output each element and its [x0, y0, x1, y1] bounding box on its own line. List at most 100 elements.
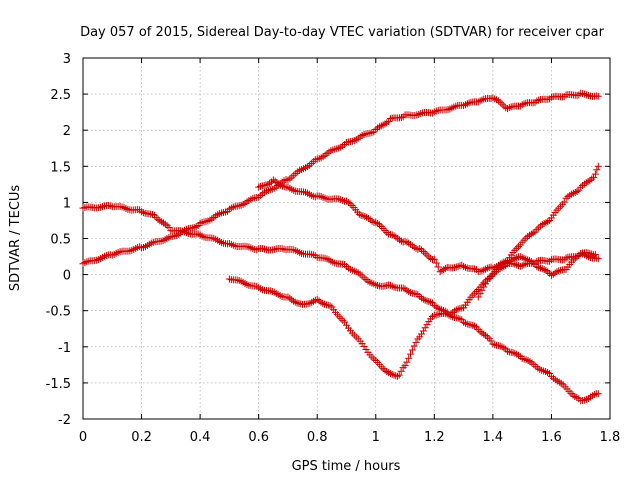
data-point	[418, 246, 426, 254]
data-point	[291, 298, 299, 306]
data-point	[573, 253, 581, 261]
data-point	[527, 230, 535, 238]
data-point	[516, 102, 524, 110]
data-point	[582, 179, 590, 187]
data-point	[319, 299, 327, 307]
data-point	[505, 104, 513, 112]
data-point	[478, 286, 486, 294]
data-point	[139, 209, 147, 217]
data-point	[594, 162, 602, 170]
data-point	[498, 100, 506, 108]
data-point	[568, 190, 576, 198]
data-point	[449, 308, 457, 316]
data-point	[440, 266, 448, 274]
data-point	[454, 305, 462, 313]
data-point	[343, 197, 350, 205]
data-point	[388, 370, 396, 378]
x-tick-label: 1.2	[424, 430, 445, 445]
data-point	[419, 327, 427, 335]
axis-ticks: 0 0.2 0.4 0.6 0.8 1 1.2 1.4 1.6 1.8 -2 -1.5 -1 -0.5 0 0…	[46, 52, 621, 445]
data-point	[321, 300, 329, 308]
data-point	[520, 100, 528, 108]
data-point	[311, 296, 319, 304]
data-point	[286, 294, 294, 302]
data-point	[591, 250, 599, 258]
data-point	[460, 262, 468, 270]
data-point	[542, 267, 550, 275]
x-tick-label: 0.2	[131, 430, 152, 445]
data-point	[423, 297, 431, 305]
data-point	[385, 369, 393, 377]
data-point	[269, 176, 277, 184]
data-point	[544, 268, 552, 276]
data-point	[407, 240, 415, 248]
data-point	[511, 349, 519, 357]
data-point	[500, 259, 508, 267]
data-point	[403, 238, 411, 246]
data-point	[509, 256, 517, 264]
data-point	[533, 263, 541, 271]
data-point	[395, 371, 403, 379]
data-point	[489, 340, 497, 348]
data-point	[337, 315, 345, 323]
data-point	[377, 122, 385, 130]
data-point	[546, 257, 554, 265]
data-point	[529, 229, 537, 237]
data-point	[564, 193, 572, 201]
data-point	[580, 180, 588, 188]
x-tick-label: 0	[79, 430, 87, 445]
data-point	[529, 259, 537, 267]
data-point	[476, 290, 484, 298]
data-point	[304, 300, 312, 308]
data-point	[522, 234, 530, 242]
data-point	[575, 91, 583, 99]
data-point	[430, 301, 438, 309]
data-point	[513, 350, 521, 358]
data-point	[372, 281, 380, 289]
data-point	[594, 92, 602, 100]
data-point	[584, 249, 592, 257]
y-tick-label: 0	[63, 269, 71, 284]
data-point	[549, 270, 557, 278]
data-point	[447, 310, 455, 318]
data-point	[379, 121, 387, 129]
data-point	[513, 244, 521, 252]
data-point	[407, 350, 415, 358]
data-point	[374, 219, 382, 227]
data-point	[515, 243, 523, 251]
data-point	[513, 261, 521, 269]
data-point	[465, 99, 473, 107]
data-point	[277, 181, 285, 189]
data-point	[586, 249, 594, 257]
data-point	[575, 186, 583, 194]
data-point	[403, 286, 411, 294]
data-point	[434, 263, 442, 271]
data-point	[399, 284, 407, 292]
data-point	[405, 354, 413, 362]
data-point	[540, 265, 548, 273]
data-point	[590, 173, 598, 181]
data-point	[544, 218, 552, 226]
data-point	[408, 346, 416, 354]
data-point	[460, 318, 468, 326]
data-point	[516, 353, 524, 361]
data-point	[480, 283, 488, 291]
data-point	[359, 212, 367, 220]
data-point	[533, 97, 541, 105]
data-point	[456, 315, 464, 323]
data-point	[390, 232, 398, 240]
data-point	[478, 96, 486, 104]
data-point	[410, 342, 418, 350]
data-point	[469, 321, 477, 329]
data-point	[535, 224, 543, 232]
data-point	[152, 214, 160, 222]
data-point	[538, 265, 546, 273]
data-point	[288, 296, 296, 304]
data-point	[438, 267, 446, 275]
data-point	[432, 259, 440, 267]
data-point	[478, 329, 486, 337]
data-point	[425, 298, 433, 306]
data-point	[419, 247, 427, 255]
series-track-4	[255, 176, 599, 279]
data-point	[525, 231, 533, 239]
